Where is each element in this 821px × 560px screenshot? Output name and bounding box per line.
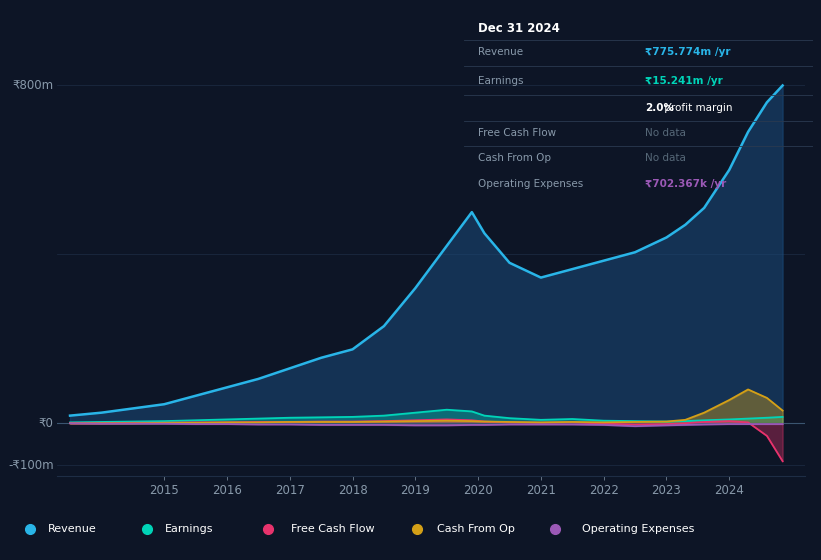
Text: ₹0: ₹0	[39, 417, 53, 430]
Text: Earnings: Earnings	[165, 524, 213, 534]
Text: ₹702.367k /yr: ₹702.367k /yr	[645, 179, 727, 189]
Text: No data: No data	[645, 153, 686, 163]
Text: ₹775.774m /yr: ₹775.774m /yr	[645, 47, 731, 57]
Text: ₹800m: ₹800m	[12, 79, 53, 92]
Text: Free Cash Flow: Free Cash Flow	[291, 524, 375, 534]
Text: 2.0%: 2.0%	[645, 102, 674, 113]
Text: Cash From Op: Cash From Op	[437, 524, 515, 534]
Text: Cash From Op: Cash From Op	[478, 153, 551, 163]
Text: Dec 31 2024: Dec 31 2024	[478, 22, 560, 35]
Text: Earnings: Earnings	[478, 76, 523, 86]
Text: Revenue: Revenue	[48, 524, 96, 534]
Text: profit margin: profit margin	[661, 102, 732, 113]
Text: Free Cash Flow: Free Cash Flow	[478, 128, 556, 138]
Text: Revenue: Revenue	[478, 47, 523, 57]
Text: No data: No data	[645, 128, 686, 138]
Text: Operating Expenses: Operating Expenses	[582, 524, 695, 534]
Text: -₹100m: -₹100m	[8, 459, 53, 472]
Text: ₹15.241m /yr: ₹15.241m /yr	[645, 76, 723, 86]
Text: Operating Expenses: Operating Expenses	[478, 179, 583, 189]
